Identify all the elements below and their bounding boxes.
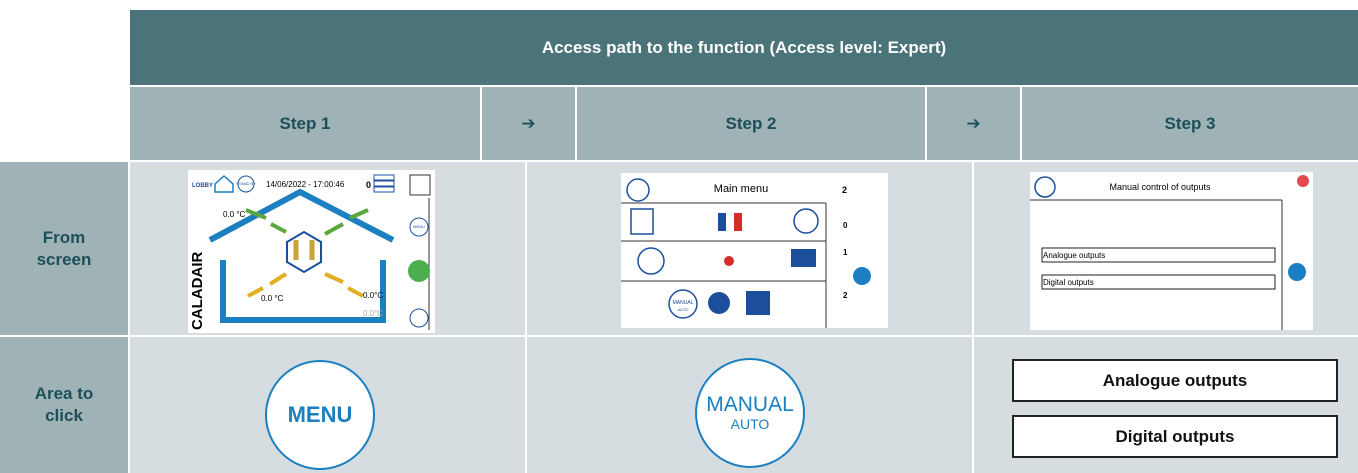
row-label-text: Area to click (34, 384, 94, 425)
screen-title: Manual control of outputs (1109, 182, 1211, 192)
list-item: Analogue outputs (1043, 251, 1105, 260)
occupancy: 0 (843, 221, 848, 230)
menu-button[interactable]: MENU (265, 360, 375, 470)
screen-title: Main menu (714, 183, 768, 195)
header: Access path to the function (Access leve… (130, 10, 1358, 85)
manual: MANUAL (673, 300, 694, 306)
list-item: Digital outputs (1043, 278, 1094, 287)
brand: CALADAIR (189, 252, 206, 330)
lobby: LOBBY (192, 183, 213, 189)
occupancy: 1 (843, 248, 848, 257)
temp: 0.0°C (363, 309, 383, 318)
screen-manual-control: Manual control of outputs Analogue outpu… (1030, 172, 1313, 330)
occupancy: 2 (843, 291, 848, 300)
step: Step 1 (130, 87, 480, 160)
menu-icon: MENU (413, 224, 425, 229)
occupancy: 0 (366, 180, 371, 190)
auto: AUTO (677, 307, 688, 312)
screen-main-menu: Main menu 2 MANUAL AUTO 0 1 2 (621, 173, 888, 328)
row-label: Area to click (0, 337, 128, 473)
arrow: ➔ (482, 87, 575, 160)
row-label: From screen (0, 162, 128, 335)
auto-label: AUTO (730, 416, 770, 432)
step: Step 2 (577, 87, 925, 160)
datetime: 14/06/2022 - 17:00:46 (266, 180, 345, 189)
step: Step 3 (1022, 87, 1358, 160)
digital-outputs-button[interactable]: Digital outputs (1012, 415, 1338, 458)
temp: 0.0 °C (261, 294, 284, 303)
screen-home: LOBBY STAND BY 14/06/2022 - 17:00:46 0 M… (188, 170, 435, 333)
occupancy: 2 (842, 185, 847, 195)
manual-label: MANUAL (706, 393, 794, 416)
analogue-outputs-button[interactable]: Analogue outputs (1012, 359, 1338, 402)
standby: STAND BY (236, 181, 256, 186)
temp: 0.0 °C (223, 210, 246, 219)
temp: 0.0°C (363, 291, 383, 300)
row-label-text: From screen (36, 227, 92, 269)
arrow: ➔ (927, 87, 1020, 160)
manual-auto-button[interactable]: MANUAL AUTO (695, 358, 805, 468)
